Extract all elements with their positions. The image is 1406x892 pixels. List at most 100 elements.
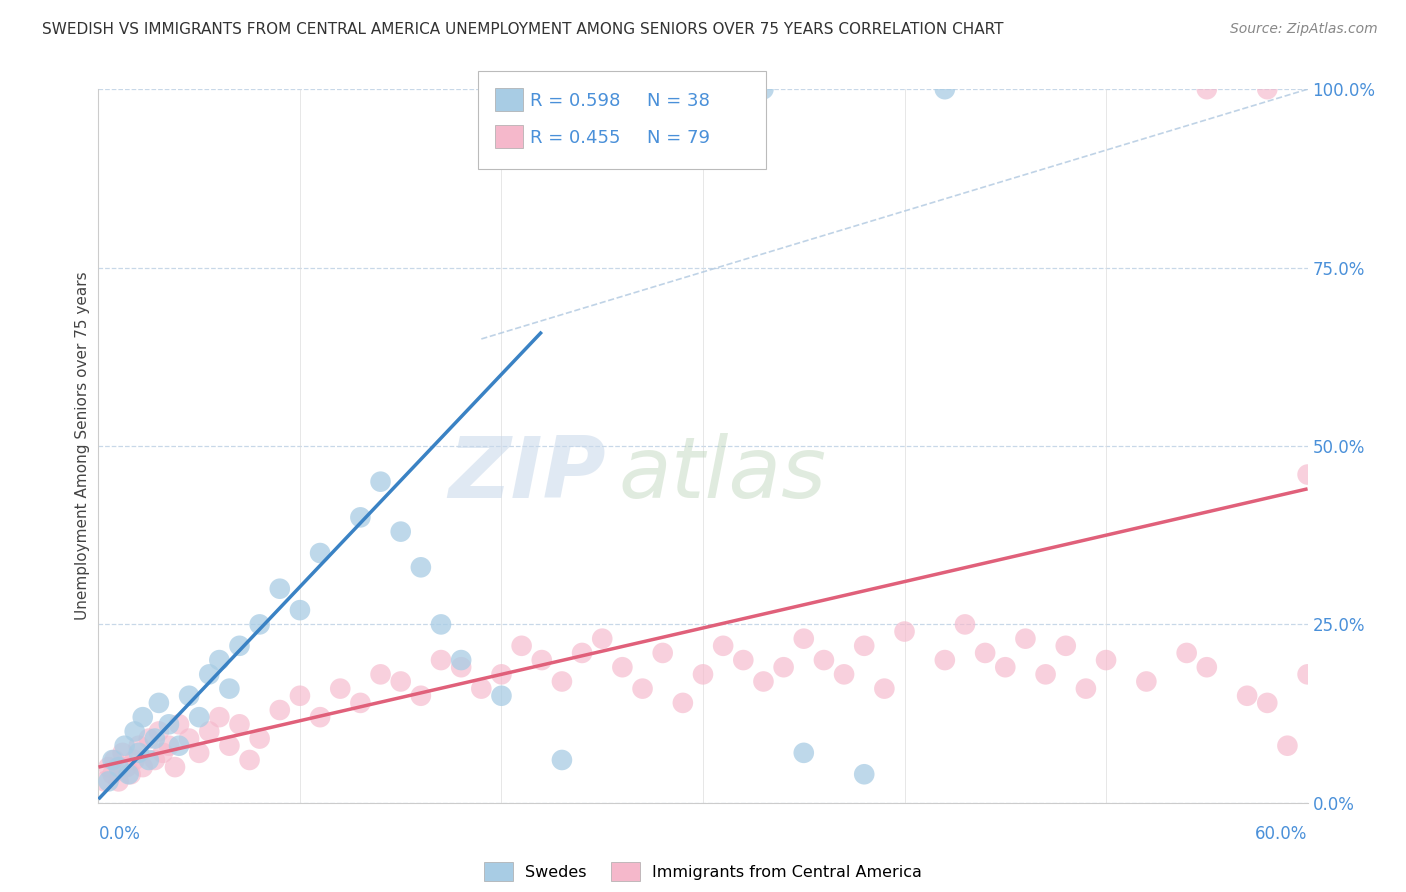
Point xyxy=(101,767,124,781)
Point xyxy=(491,689,513,703)
Point xyxy=(329,681,352,696)
Point xyxy=(198,667,221,681)
Y-axis label: Unemployment Among Seniors over 75 years: Unemployment Among Seniors over 75 years xyxy=(75,272,90,620)
Point xyxy=(163,760,186,774)
Point xyxy=(370,667,392,681)
Point xyxy=(198,724,221,739)
Point xyxy=(510,639,533,653)
Point xyxy=(974,646,997,660)
Point xyxy=(631,681,654,696)
Point xyxy=(370,475,392,489)
Point xyxy=(179,731,201,746)
Point xyxy=(148,696,170,710)
Point xyxy=(132,760,155,774)
Point xyxy=(101,753,124,767)
Point xyxy=(128,746,150,760)
Point xyxy=(551,674,574,689)
Point xyxy=(1074,681,1097,696)
Point xyxy=(124,724,146,739)
Point xyxy=(188,710,211,724)
Point xyxy=(711,639,734,653)
Point xyxy=(793,632,815,646)
Point xyxy=(711,82,734,96)
Point xyxy=(853,767,876,781)
Point xyxy=(138,731,160,746)
Point xyxy=(1014,632,1036,646)
Text: 60.0%: 60.0% xyxy=(1256,825,1308,843)
Point xyxy=(120,767,142,781)
Point xyxy=(389,524,412,539)
Point xyxy=(132,710,155,724)
Point xyxy=(491,667,513,681)
Text: SWEDISH VS IMMIGRANTS FROM CENTRAL AMERICA UNEMPLOYMENT AMONG SENIORS OVER 75 YE: SWEDISH VS IMMIGRANTS FROM CENTRAL AMERI… xyxy=(42,22,1004,37)
Point xyxy=(228,639,250,653)
Point xyxy=(103,753,125,767)
Point xyxy=(309,546,332,560)
Point xyxy=(143,753,166,767)
Point xyxy=(218,681,240,696)
Point xyxy=(530,653,553,667)
Point xyxy=(148,724,170,739)
Point xyxy=(138,753,160,767)
Text: R = 0.455: R = 0.455 xyxy=(530,129,620,147)
Point xyxy=(107,774,129,789)
Point xyxy=(107,760,129,774)
Point xyxy=(450,660,472,674)
Point xyxy=(179,689,201,703)
Point xyxy=(1135,674,1157,689)
Point xyxy=(1095,653,1118,667)
Point xyxy=(167,717,190,731)
Point xyxy=(239,753,262,767)
Point xyxy=(692,667,714,681)
Point xyxy=(128,739,150,753)
Point xyxy=(813,653,835,667)
Point xyxy=(269,582,291,596)
Point xyxy=(832,667,855,681)
Point xyxy=(752,674,775,689)
Point xyxy=(228,717,250,731)
Point xyxy=(124,753,146,767)
Point xyxy=(93,774,115,789)
Point xyxy=(934,653,956,667)
Point xyxy=(430,653,453,667)
Point xyxy=(167,739,190,753)
Point xyxy=(793,746,815,760)
Point xyxy=(651,646,673,660)
Point xyxy=(733,653,755,667)
Point xyxy=(389,674,412,689)
Point xyxy=(97,760,120,774)
Point xyxy=(1195,82,1218,96)
Point xyxy=(551,753,574,767)
Point xyxy=(571,646,593,660)
Point xyxy=(672,82,695,96)
Point xyxy=(934,82,956,96)
Point xyxy=(111,746,134,760)
Point xyxy=(249,731,271,746)
Point xyxy=(188,746,211,760)
Point xyxy=(409,689,432,703)
Text: ZIP: ZIP xyxy=(449,433,606,516)
Point xyxy=(269,703,291,717)
Point xyxy=(349,696,371,710)
Point xyxy=(1175,646,1198,660)
Point xyxy=(118,767,141,781)
Point xyxy=(752,82,775,96)
Point xyxy=(772,660,794,674)
Legend: Swedes, Immigrants from Central America: Swedes, Immigrants from Central America xyxy=(478,855,928,888)
Point xyxy=(893,624,915,639)
Point xyxy=(651,82,673,96)
Point xyxy=(288,603,311,617)
Point xyxy=(853,639,876,653)
Point xyxy=(409,560,432,574)
Point xyxy=(994,660,1017,674)
Text: N = 38: N = 38 xyxy=(647,92,710,110)
Point xyxy=(692,82,714,96)
Point xyxy=(115,760,138,774)
Point xyxy=(157,717,180,731)
Text: N = 79: N = 79 xyxy=(647,129,710,147)
Point xyxy=(309,710,332,724)
Point xyxy=(470,681,492,696)
Point xyxy=(591,632,613,646)
Point xyxy=(430,617,453,632)
Point xyxy=(114,739,136,753)
